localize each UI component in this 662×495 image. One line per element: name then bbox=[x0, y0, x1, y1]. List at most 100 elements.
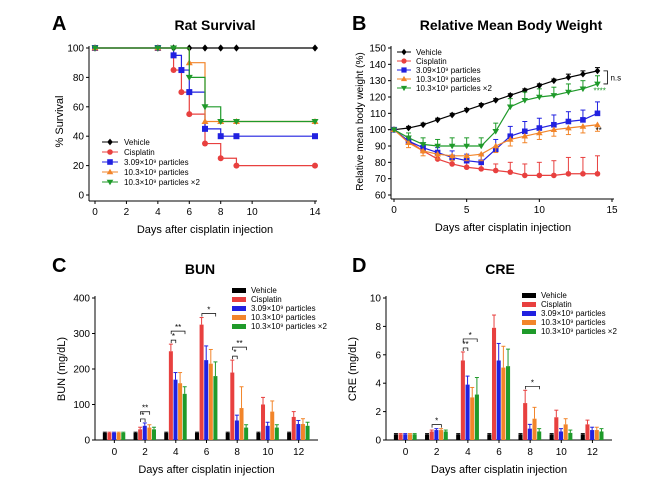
y-axis-label: CRE (mg/dL) bbox=[347, 337, 359, 401]
survival-point-vehicle bbox=[312, 44, 318, 52]
weight-point-p103x2 bbox=[506, 104, 514, 111]
bar-p103 bbox=[270, 411, 275, 440]
ns-bracket bbox=[603, 70, 608, 85]
legend-swatch bbox=[522, 293, 536, 298]
legend-swatch bbox=[232, 324, 246, 329]
weight-point-cisplatin bbox=[565, 170, 572, 177]
weight-point-p103x2 bbox=[536, 94, 543, 101]
survival-line-p103x2 bbox=[95, 47, 315, 123]
y-tick-label: 100 bbox=[73, 400, 90, 411]
legend-label: Cisplatin bbox=[124, 148, 155, 157]
survival-point-p309 bbox=[233, 133, 240, 140]
weight-point-cisplatin bbox=[507, 169, 514, 175]
legend-marker bbox=[400, 85, 408, 92]
bar-p103x2 bbox=[182, 393, 187, 440]
x-tick-label: 15 bbox=[606, 205, 618, 216]
bar-p309 bbox=[265, 425, 270, 440]
legend-label: 3.09×10⁹ particles bbox=[124, 158, 189, 167]
legend-label: 10.3×10⁹ particles ×2 bbox=[416, 84, 492, 93]
weight-line-p103x2 bbox=[393, 83, 598, 147]
survival-point-p309 bbox=[170, 52, 177, 59]
y-tick-label: 400 bbox=[73, 294, 90, 305]
legend-label: 10.3×10⁹ particles ×2 bbox=[541, 327, 617, 336]
weight-point-p309 bbox=[580, 117, 586, 123]
x-tick-label: 14 bbox=[309, 207, 321, 218]
bar-vehicle bbox=[518, 434, 523, 440]
bar-cisplatin bbox=[230, 372, 235, 440]
x-tick-label: 6 bbox=[204, 447, 210, 458]
legend-label: 3.09×10⁹ particles bbox=[416, 66, 481, 75]
y-tick-label: 140 bbox=[369, 60, 386, 71]
legend-marker bbox=[400, 75, 408, 82]
weight-point-cisplatin bbox=[580, 170, 586, 177]
sig-bracket bbox=[201, 313, 217, 317]
weight-point-p103 bbox=[463, 152, 470, 159]
weight-point-cisplatin bbox=[594, 170, 601, 177]
bar-cisplatin bbox=[199, 324, 204, 440]
legend-label: 10.3×10⁹ particles ×2 bbox=[251, 322, 327, 331]
legend-swatch bbox=[522, 302, 536, 307]
bar-p103 bbox=[594, 430, 599, 440]
sig-label: * bbox=[435, 417, 438, 426]
weight-point-p103x2 bbox=[594, 81, 601, 88]
bar-cisplatin bbox=[398, 434, 403, 440]
x-tick-label: 4 bbox=[173, 447, 179, 458]
legend-marker bbox=[107, 149, 113, 155]
bar-cisplatin bbox=[291, 416, 296, 440]
panel-label: B bbox=[352, 13, 366, 35]
bar-vehicle bbox=[456, 434, 461, 440]
bar-p103x2 bbox=[213, 376, 218, 440]
survival-point-cisplatin bbox=[233, 162, 240, 169]
legend-label: Vehicle bbox=[124, 138, 150, 147]
y-tick-label: 120 bbox=[369, 93, 386, 104]
survival-point-p309 bbox=[312, 133, 318, 140]
ns-annotation: n.s bbox=[610, 73, 621, 82]
survival-point-p103x2 bbox=[201, 104, 209, 111]
bar-p103x2 bbox=[121, 432, 126, 440]
weight-point-cisplatin bbox=[449, 161, 455, 167]
bar-p103 bbox=[116, 432, 121, 440]
weight-point-vehicle bbox=[405, 124, 412, 132]
weight-point-p103 bbox=[550, 126, 558, 132]
weight-point-vehicle bbox=[507, 91, 514, 99]
bar-p103x2 bbox=[274, 427, 279, 440]
bar-cisplatin bbox=[523, 403, 528, 440]
weight-point-vehicle bbox=[449, 111, 455, 119]
bar-p103x2 bbox=[568, 432, 573, 440]
panel-c-bun-chart: C BUN 0 100 200 300 400 0 2 4 6 8 10 12 Days after cis… bbox=[52, 255, 327, 476]
y-axis-label: BUN (mg/dL) bbox=[56, 337, 68, 401]
sig-bracket bbox=[170, 330, 186, 335]
y-tick-label: 300 bbox=[73, 329, 90, 340]
weight-point-p103x2 bbox=[579, 86, 587, 93]
bar-vehicle bbox=[393, 434, 398, 440]
weight-point-p309 bbox=[594, 110, 601, 117]
bar-vehicle bbox=[256, 432, 261, 440]
chart-title: CRE bbox=[485, 261, 515, 277]
legend-label: 3.09×10⁹ particles bbox=[541, 309, 606, 318]
weight-point-cisplatin bbox=[536, 172, 543, 179]
weight-point-p103 bbox=[594, 121, 601, 128]
weight-point-p103 bbox=[492, 142, 500, 149]
legend-swatch bbox=[232, 288, 246, 293]
bar-p103x2 bbox=[599, 431, 604, 440]
survival-point-vehicle bbox=[202, 44, 208, 52]
bar-vehicle bbox=[287, 432, 292, 440]
weight-point-p103x2 bbox=[492, 129, 500, 135]
weight-point-p103 bbox=[565, 124, 572, 131]
bar-vehicle bbox=[549, 434, 554, 440]
y-tick-label: 150 bbox=[369, 44, 386, 55]
legend-label: Vehicle bbox=[251, 286, 277, 295]
panel-b-body-weight-chart: B Relative Mean Body Weight60708090100110… bbox=[352, 13, 621, 234]
legend-marker bbox=[401, 67, 407, 73]
x-tick-label: 12 bbox=[587, 447, 599, 458]
survival-point-cisplatin bbox=[170, 67, 177, 74]
chart-title: Relative Mean Body Weight bbox=[420, 17, 603, 33]
y-tick-label: 6 bbox=[375, 350, 381, 361]
survival-point-p309 bbox=[186, 89, 193, 96]
weight-point-cisplatin bbox=[551, 172, 557, 179]
y-tick-label: 130 bbox=[369, 76, 386, 87]
weight-point-p309 bbox=[536, 125, 543, 131]
bar-p103 bbox=[407, 434, 412, 440]
chart-title: Rat Survival bbox=[175, 17, 256, 33]
sig-label: ** bbox=[142, 404, 148, 413]
